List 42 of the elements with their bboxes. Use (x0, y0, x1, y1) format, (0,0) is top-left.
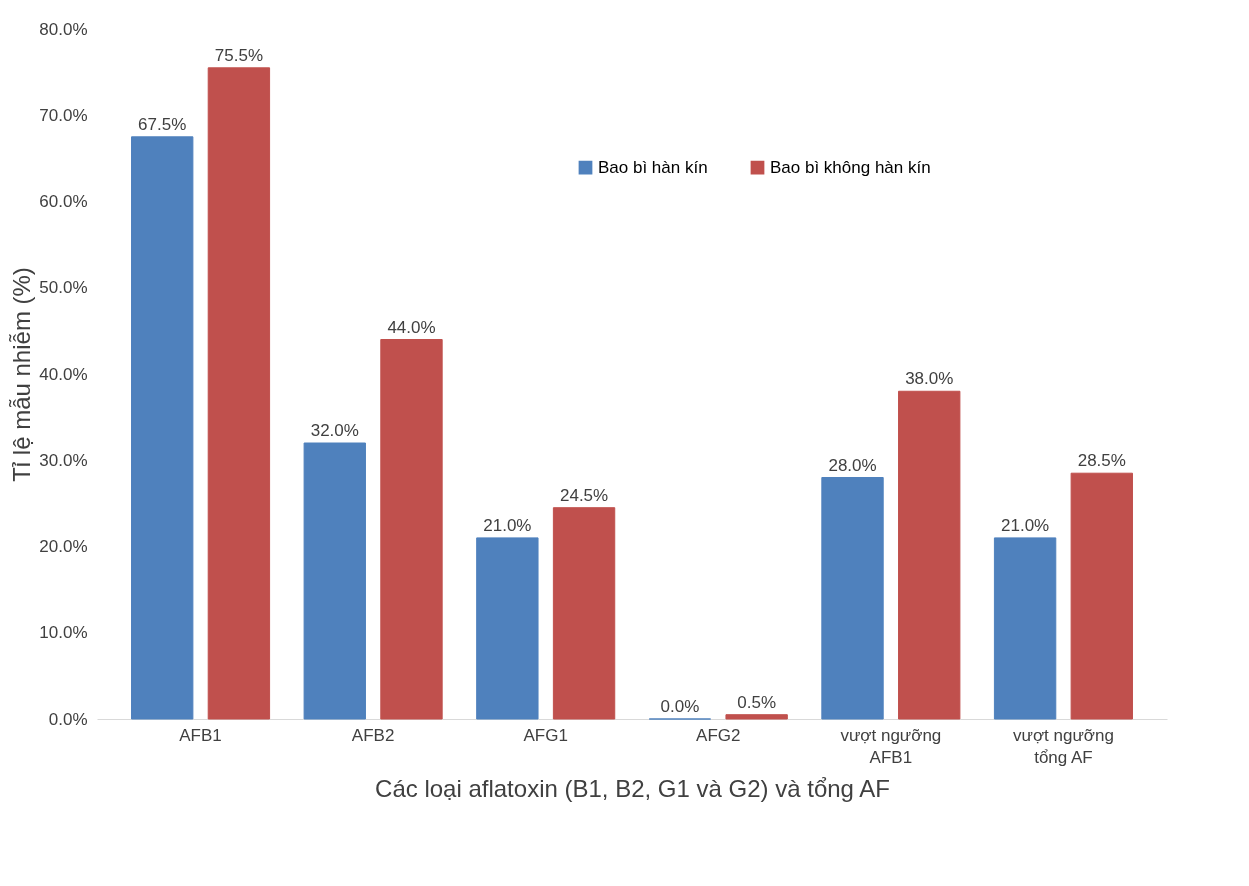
y-tick-label: 40.0% (39, 364, 88, 384)
x-tick-label: AFG2 (696, 725, 741, 745)
data-label: 0.0% (660, 697, 700, 716)
data-label: 21.0% (1001, 515, 1050, 535)
bar (725, 714, 788, 720)
bar (821, 477, 884, 720)
y-tick-label: 30.0% (39, 450, 88, 470)
legend-label: Bao bì hàn kín (598, 157, 708, 177)
y-tick-label: 70.0% (39, 105, 88, 125)
x-tick-label: AFG1 (523, 725, 568, 745)
bar (303, 442, 366, 720)
data-label: 67.5% (138, 114, 187, 134)
data-label: 38.0% (905, 369, 954, 389)
data-label: 28.5% (1077, 451, 1126, 471)
y-tick-label: 10.0% (39, 623, 88, 643)
x-tick-label: vượt ngưỡng tổng AF (1013, 725, 1114, 767)
data-label: 0.5% (737, 692, 777, 712)
bar (131, 136, 194, 720)
y-tick-label: 20.0% (39, 537, 88, 556)
bar (993, 537, 1057, 720)
legend-label: Bao bì không hàn kín (770, 157, 931, 177)
y-axis-title: Tỉ lệ mẫu nhiễm (%) (8, 267, 36, 482)
y-tick-label: 0.0% (48, 709, 88, 729)
y-tick-label: 60.0% (39, 192, 88, 211)
bar (898, 390, 961, 720)
bar (1070, 472, 1133, 720)
y-tick-label: 80.0% (39, 19, 88, 39)
bar (476, 537, 539, 720)
bar (552, 507, 616, 720)
data-label: 21.0% (483, 515, 532, 535)
data-label: 75.5% (214, 45, 263, 65)
y-tick-label: 50.0% (39, 278, 88, 298)
data-label: 28.0% (828, 455, 877, 475)
data-label: 32.0% (310, 421, 359, 440)
data-label: 44.0% (387, 317, 436, 337)
bar (207, 67, 271, 720)
x-axis-title: Các loại aflatoxin (B1, B2, G1 và G2) và tổng AF (375, 774, 890, 802)
x-tick-label: AFB1 (179, 725, 222, 745)
x-tick-label: AFB2 (351, 725, 395, 745)
bar (380, 339, 443, 720)
data-label: 24.5% (559, 485, 609, 505)
x-tick-label: vượt ngưỡng AFB1 (840, 725, 942, 767)
